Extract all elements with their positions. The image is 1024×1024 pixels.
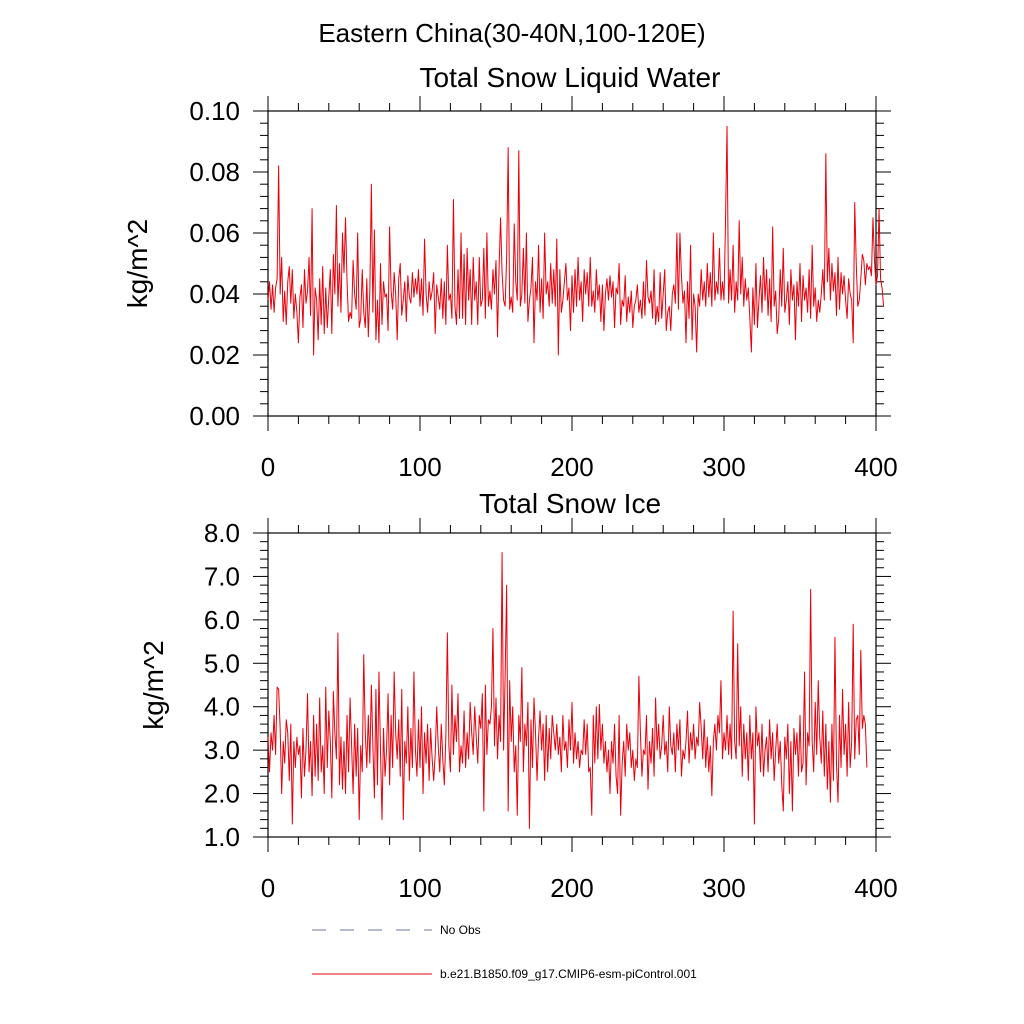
- plot-title: Total Snow Ice: [479, 488, 661, 519]
- x-tick-label: 200: [550, 452, 593, 482]
- x-tick-label: 200: [550, 873, 593, 903]
- y-tick-label: 0.00: [189, 401, 240, 431]
- legend-label-model-run: b.e21.B1850.f09_g17.CMIP6-esm-piControl.…: [440, 967, 697, 981]
- y-tick-label: 8.0: [204, 518, 240, 548]
- tick-marks: [253, 518, 891, 852]
- x-tick-label: 300: [702, 873, 745, 903]
- panel-snow-ice: Total Snow Ice kg/m^2 1.0 2.0 3.0 4.0 5.0 6.0 7.…: [138, 488, 898, 903]
- y-tick-label: 0.08: [189, 157, 240, 187]
- y-tick-label: 0.02: [189, 340, 240, 370]
- y-tick-label: 6.0: [204, 605, 240, 635]
- y-tick-label: 0.06: [189, 218, 240, 248]
- legend-label-no-obs: No Obs: [440, 923, 481, 937]
- plot-title: Total Snow Liquid Water: [420, 62, 721, 93]
- series-line: [267, 552, 868, 829]
- y-tick-label: 0.04: [189, 279, 240, 309]
- x-tick-label: 0: [261, 873, 275, 903]
- x-tick-label: 100: [398, 452, 441, 482]
- x-tick-label: 300: [702, 452, 745, 482]
- x-tick-label: 0: [261, 452, 275, 482]
- tick-marks: [253, 96, 891, 431]
- x-tick-label: 400: [854, 873, 897, 903]
- y-tick-label: 1.0: [204, 822, 240, 852]
- x-tick-label: 100: [398, 873, 441, 903]
- y-tick-label: 4.0: [204, 692, 240, 722]
- figure-title: Eastern China(30-40N,100-120E): [318, 18, 705, 48]
- panel-snow-liquid-water: Total Snow Liquid Water kg/m^2 0.00 0.02 0.0…: [122, 62, 898, 482]
- plot-frame: [267, 110, 877, 417]
- y-tick-label: 7.0: [204, 561, 240, 591]
- y-tick-label: 2.0: [204, 779, 240, 809]
- y-tick-label: 0.10: [189, 96, 240, 126]
- series-line: [267, 125, 885, 356]
- y-axis-label: kg/m^2: [138, 640, 169, 729]
- legend: No Obs b.e21.B1850.f09_g17.CMIP6-esm-piC…: [312, 923, 697, 981]
- y-axis-label: kg/m^2: [122, 219, 153, 308]
- x-tick-label: 400: [854, 452, 897, 482]
- y-tick-label: 5.0: [204, 648, 240, 678]
- y-tick-label: 3.0: [204, 735, 240, 765]
